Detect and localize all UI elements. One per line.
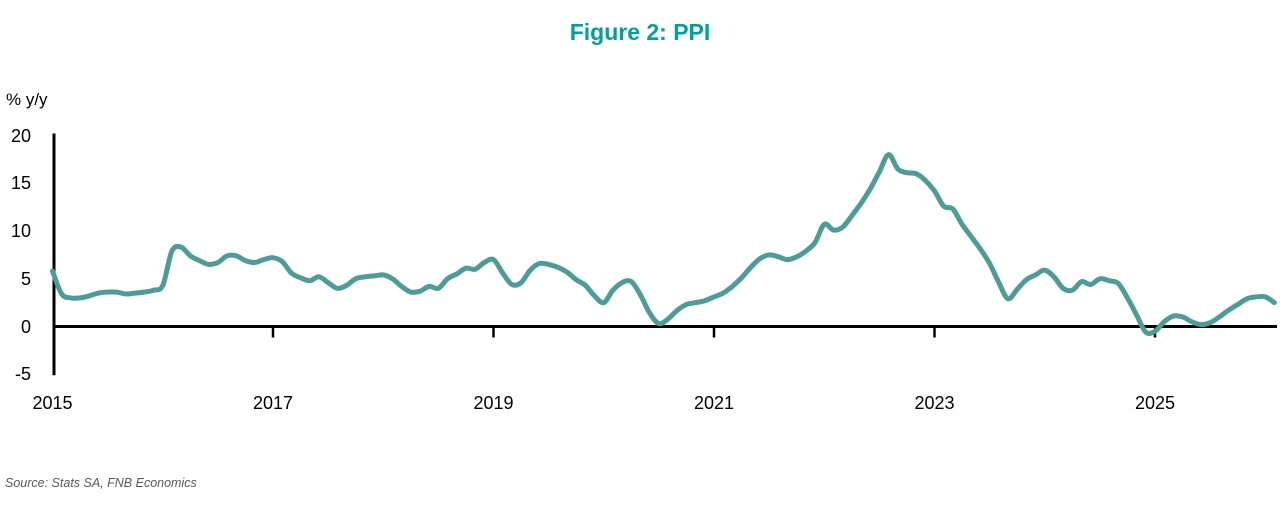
y-tick-label: 15 [10, 173, 31, 194]
ppi-series-line [50, 152, 1277, 337]
chart-title: Figure 2: PPI [569, 19, 711, 45]
x-tick-label: 2017 [252, 393, 294, 413]
x-tick-label: 2015 [32, 393, 73, 413]
y-axis-unit-label: % y/y [6, 90, 48, 109]
x-tick-label: 2019 [473, 393, 514, 413]
x-tick-label: 2025 [1134, 393, 1176, 413]
x-tick-label: 2021 [693, 393, 735, 413]
source-note: Source: Stats SA, FNB Economics [5, 476, 197, 490]
y-tick-label: 5 [20, 268, 31, 289]
y-tick-label: 10 [10, 221, 31, 241]
y-tick-label: -5 [14, 364, 31, 385]
y-tick-label: 20 [10, 125, 31, 146]
y-tick-label: 0 [20, 316, 31, 337]
x-tick-label: 2023 [914, 393, 955, 413]
